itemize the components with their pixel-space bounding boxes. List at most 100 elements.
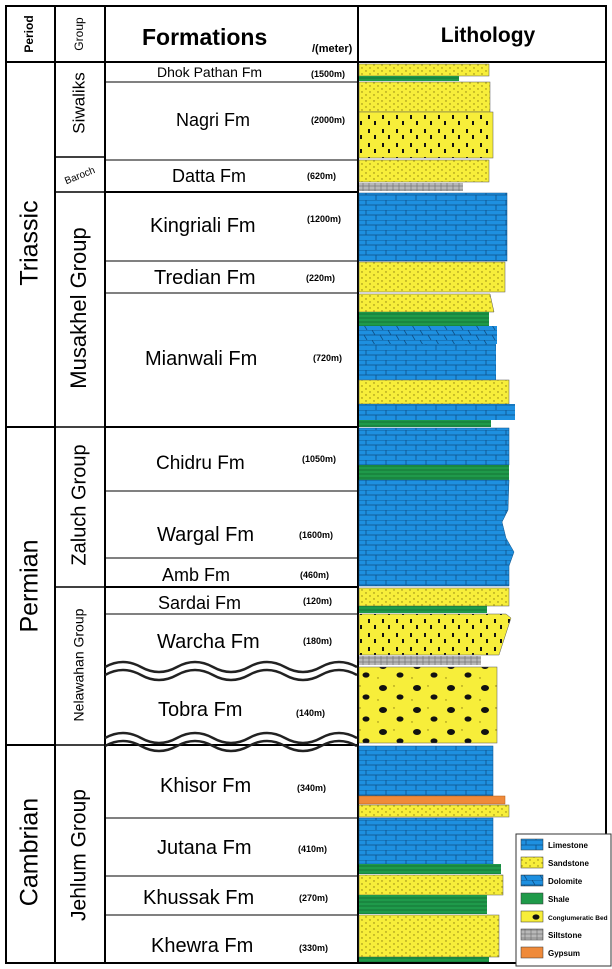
unconformity-line-top — [104, 660, 358, 682]
legend-swatch-sandstone — [520, 856, 544, 869]
formation-thickness-amb: (460m) — [300, 570, 329, 580]
litho-layer-siltstone — [359, 656, 481, 665]
formation-name-wargal: Wargal Fm — [157, 524, 254, 546]
litho-layer-sandstone — [358, 874, 504, 896]
formation-name-nagri: Nagri Fm — [176, 110, 250, 130]
litho-layer-shale — [359, 420, 491, 427]
period-label-triassic: Triassic — [16, 200, 44, 285]
litho-layer-siltstone — [359, 183, 463, 191]
formation-boundaries — [105, 81, 358, 916]
unconformity-line-bottom — [104, 731, 358, 753]
legend: Limestone Sandstone Dolomite Shale Congl… — [515, 833, 612, 967]
legend-swatch-shale — [520, 892, 544, 905]
table-frame — [5, 5, 607, 964]
legend-label-sandstone: Sandstone — [548, 859, 589, 868]
formation-thickness-kingriali: (1200m) — [307, 214, 341, 224]
formation-thickness-mianwali: (720m) — [313, 353, 342, 363]
legend-label-conglomeratic: Conglumeratic Bed — [548, 915, 608, 922]
litho-layer-shale — [359, 606, 487, 613]
litho-layer-dolomite — [359, 326, 497, 344]
litho-layer-limestone — [358, 745, 494, 797]
formation-name-tobra: Tobra Fm — [158, 699, 242, 721]
litho-layer-limestone — [359, 344, 496, 380]
formation-thickness-chidru: (1050m) — [302, 454, 336, 464]
header-formations: Formations — [142, 24, 267, 50]
formation-thickness-jutana: (410m) — [298, 844, 327, 854]
litho-layer-shale — [359, 76, 459, 81]
formation-thickness-tobra: (140m) — [296, 708, 325, 718]
group-label-baroch: Baroch — [63, 165, 97, 187]
formation-thickness-warcha: (180m) — [303, 636, 332, 646]
litho-layer-sandstone — [358, 81, 491, 113]
formation-thickness-datta: (620m) — [307, 171, 336, 181]
formation-thickness-khisor: (340m) — [297, 783, 326, 793]
header-formations-unit: /(meter) — [312, 43, 353, 55]
formation-name-jutana: Jutana Fm — [157, 837, 251, 859]
legend-label-gypsum: Gypsum — [548, 949, 580, 958]
group-label-zaluch: Zaluch Group — [68, 444, 90, 565]
litho-layer-shale — [359, 957, 489, 962]
legend-swatch-gypsum — [520, 946, 544, 959]
lithology-column — [358, 63, 515, 962]
group-label-nelawahan: Nelawahan Group — [71, 608, 87, 721]
litho-layer-sandstone — [358, 63, 490, 77]
formation-name-tredian: Tredian Fm — [154, 267, 256, 289]
legend-swatch-dolomite — [520, 874, 544, 887]
formation-rows: Dhok Pathan Fm (1500m) Nagri Fm (2000m) … — [143, 64, 345, 957]
formation-name-dhok-pathan: Dhok Pathan Fm — [157, 64, 262, 80]
litho-layer-sandstone — [358, 587, 510, 607]
formation-name-chidru: Chidru Fm — [156, 453, 245, 474]
litho-layer-shale — [359, 895, 487, 914]
formation-name-sardai: Sardai Fm — [158, 593, 241, 613]
formation-name-khussak: Khussak Fm — [143, 887, 254, 909]
litho-layer-shale — [359, 465, 509, 480]
litho-layer-shale — [359, 312, 489, 326]
formation-name-khisor: Khisor Fm — [160, 775, 251, 797]
litho-layer-limestone — [359, 404, 515, 420]
period-label-permian: Permian — [16, 539, 44, 632]
legend-swatch-conglomeratic — [520, 910, 544, 923]
litho-layer-conglomeratic — [358, 111, 494, 159]
legend-label-siltstone: Siltstone — [548, 931, 582, 940]
formation-name-warcha: Warcha Fm — [157, 631, 260, 653]
legend-swatch-siltstone — [520, 928, 544, 941]
litho-layer-sandstone — [358, 914, 500, 958]
litho-layer-sandstone — [358, 379, 510, 405]
litho-layer-sandstone — [358, 159, 490, 183]
legend-swatch-limestone — [520, 838, 544, 851]
litho-layer-gypsum — [358, 795, 506, 805]
litho-layer-sandstone — [358, 261, 506, 293]
formation-name-datta: Datta Fm — [172, 166, 246, 186]
period-label-cambrian: Cambrian — [16, 798, 44, 906]
formation-thickness-nagri: (2000m) — [311, 115, 345, 125]
group-label-siwaliks: Siwaliks — [69, 72, 88, 133]
litho-layer-shale — [359, 864, 501, 874]
formation-thickness-tredian: (220m) — [306, 273, 335, 283]
litho-layer-limestone — [358, 427, 510, 466]
litho-layer-limestone — [358, 192, 508, 262]
header-period: Period — [22, 15, 36, 52]
formation-thickness-dhok-pathan: (1500m) — [311, 69, 345, 79]
litho-layer-limestone — [358, 817, 494, 865]
litho-layer-limestone — [358, 479, 515, 587]
litho-layer-conglomeratic — [358, 666, 498, 744]
formation-thickness-khussak: (270m) — [299, 893, 328, 903]
formation-thickness-khewra: (330m) — [299, 943, 328, 953]
formation-name-amb: Amb Fm — [162, 565, 230, 585]
formation-thickness-sardai: (120m) — [303, 596, 332, 606]
litho-layer-sandstone — [358, 613, 512, 656]
legend-label-shale: Shale — [548, 895, 570, 904]
formation-thickness-wargal: (1600m) — [299, 530, 333, 540]
header-group: Group — [72, 17, 86, 51]
formation-name-mianwali: Mianwali Fm — [145, 348, 257, 370]
header-lithology: Lithology — [441, 24, 536, 47]
formation-name-kingriali: Kingriali Fm — [150, 215, 256, 237]
legend-label-limestone: Limestone — [548, 841, 589, 850]
group-label-musakhel: Musakhel Group — [66, 227, 91, 388]
group-label-jehlum: Jehlum Group — [68, 789, 91, 921]
formation-name-khewra: Khewra Fm — [151, 935, 253, 957]
litho-layer-sandstone — [358, 804, 510, 818]
legend-label-dolomite: Dolomite — [548, 877, 583, 886]
litho-layer-sandstone — [358, 293, 495, 313]
